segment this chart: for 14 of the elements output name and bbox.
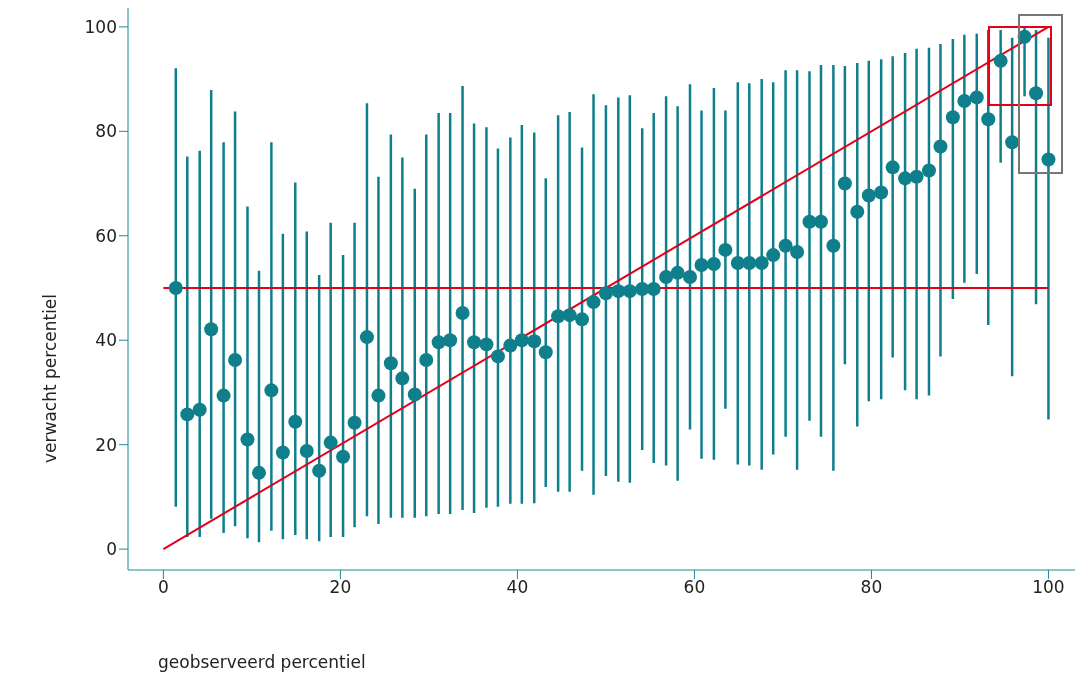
y-tick-label: 80 — [95, 121, 117, 142]
y-tick-label: 40 — [95, 330, 117, 351]
x-tick-label: 20 — [329, 577, 352, 598]
y-tick-label: 0 — [106, 539, 117, 560]
x-tick-label: 100 — [1032, 577, 1065, 598]
x-tick-label: 80 — [860, 577, 883, 598]
x-tick-label: 40 — [506, 577, 529, 598]
y-tick-label: 60 — [95, 225, 117, 246]
x-tick-label: 0 — [157, 577, 169, 598]
y-tick-label: 20 — [95, 434, 117, 455]
y-axis-title: verwacht percentiel — [40, 293, 60, 463]
x-axis-title: geobserveerd percentiel — [158, 652, 366, 672]
x-tick-label: 60 — [683, 577, 706, 598]
y-tick-label: 100 — [84, 16, 117, 37]
